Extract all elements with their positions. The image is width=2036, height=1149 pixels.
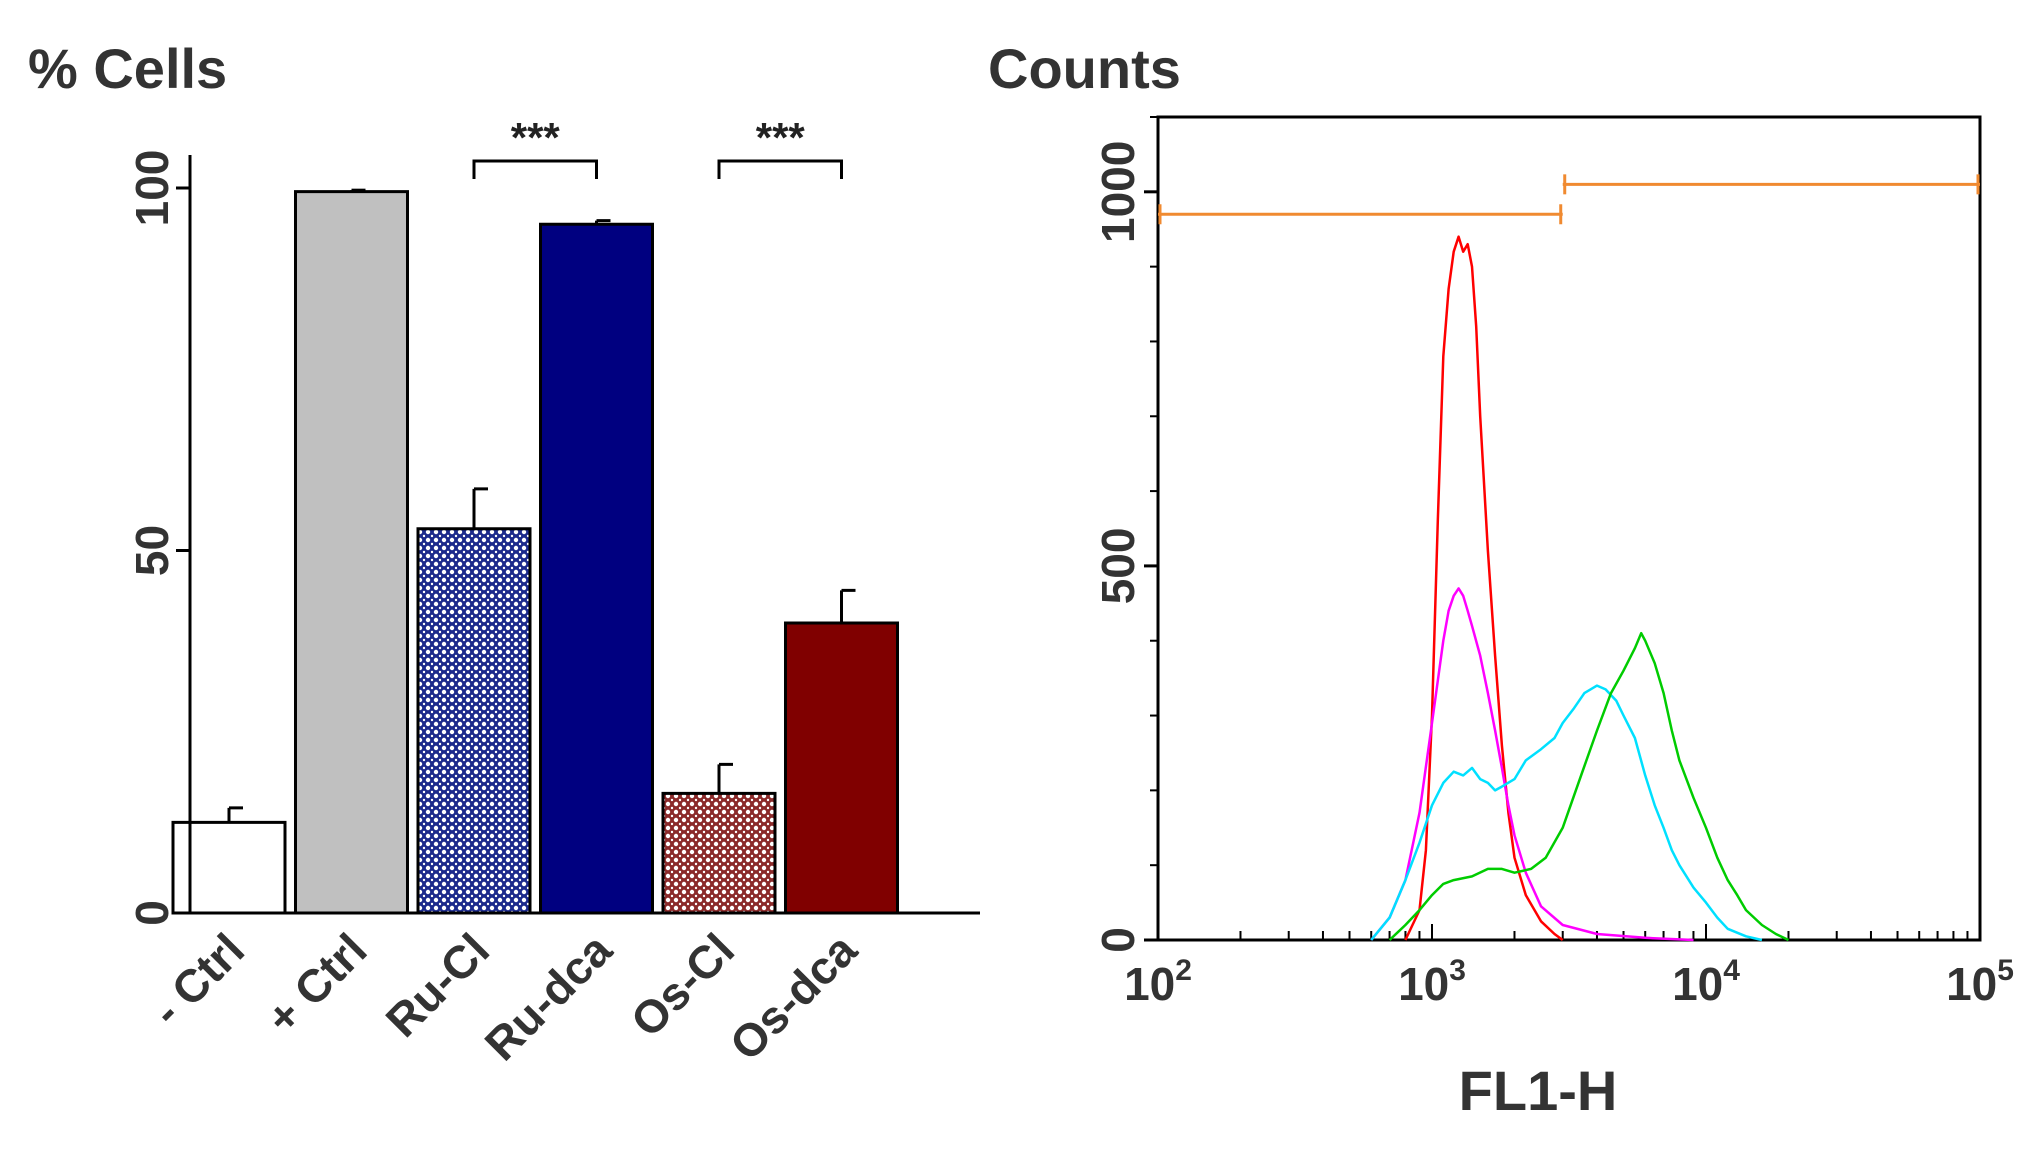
bar-chart-y-ticks: 0 50 100 xyxy=(126,150,190,926)
histogram-chart: Counts 0 500 1000 102 103 104 105 FL1-H xyxy=(988,37,2014,1122)
hist-y-tick-label: 1000 xyxy=(1092,141,1144,243)
significance-label: *** xyxy=(511,114,561,161)
hist-x-tick-label: 103 xyxy=(1398,954,1466,1010)
bar-group xyxy=(171,188,899,915)
histogram-green-line xyxy=(1388,631,1790,942)
histogram-series xyxy=(1370,235,1790,942)
significance-bracket xyxy=(472,159,598,179)
bar-os-cl xyxy=(661,791,777,915)
bar-chart-axes xyxy=(188,155,980,915)
bar-y-tick-label: 50 xyxy=(126,525,178,576)
histogram-gates xyxy=(1158,174,1980,225)
bar-category-label: - Ctrl xyxy=(141,923,254,1036)
significance-label: *** xyxy=(756,114,806,161)
hist-x-tick-label: 104 xyxy=(1672,954,1740,1010)
significance-brackets: *** *** xyxy=(472,114,843,179)
hist-y-tick-label: 500 xyxy=(1092,528,1144,605)
bar-chart: % Cells 0 50 100 - Ctrl + Ctrl Ru-ClRu-dcaOs… xyxy=(28,37,980,1070)
bar-ctrl xyxy=(294,190,409,915)
bar-ru-cl xyxy=(416,527,532,915)
significance-bracket xyxy=(717,159,843,179)
bar-y-tick-label: 100 xyxy=(126,150,178,227)
bar-ru-dca xyxy=(539,222,654,915)
histogram-magenta-line xyxy=(1370,587,1694,942)
histogram-y-axis-title: Counts xyxy=(988,37,1181,100)
histogram-x-axis-title: FL1-H xyxy=(1459,1059,1618,1122)
hist-x-tick-label: 105 xyxy=(1946,954,2014,1010)
bar-os-dca xyxy=(784,621,899,915)
bar-y-tick-label: 0 xyxy=(126,900,178,926)
bar-chart-y-axis-title: % Cells xyxy=(28,37,227,100)
bar-category-label: Os-dca xyxy=(720,923,867,1070)
histogram-red-line xyxy=(1404,235,1564,942)
histogram-plot-frame xyxy=(1156,115,1982,942)
histogram-cyan-line xyxy=(1370,684,1763,942)
bar-category-label: + Ctrl xyxy=(256,923,377,1044)
hist-y-tick-label: 0 xyxy=(1092,927,1144,953)
bar-ctrl xyxy=(171,820,287,915)
histogram-axis-ticks: 0 500 1000 102 103 104 105 xyxy=(1092,116,2014,1010)
hist-x-tick-label: 102 xyxy=(1124,954,1192,1010)
bar-category-label: Ru-dca xyxy=(475,923,622,1070)
